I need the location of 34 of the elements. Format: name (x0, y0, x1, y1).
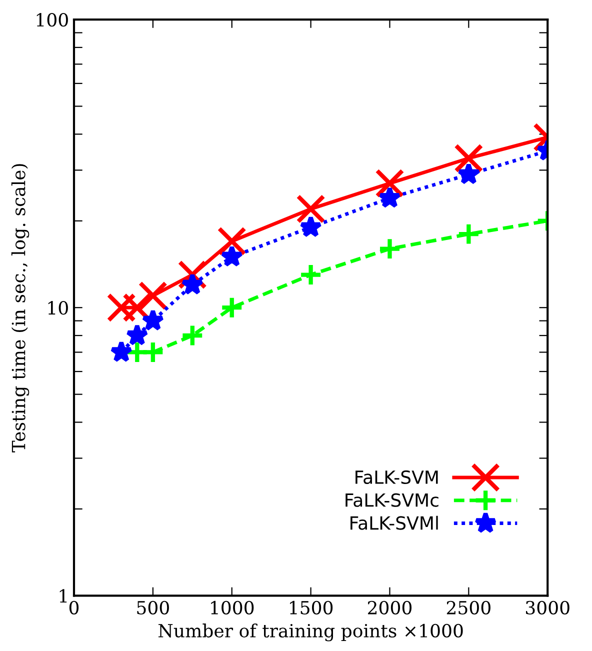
x-tick-label: 2000 (368, 600, 412, 614)
legend-label: FaLK-SVM (356, 470, 438, 484)
legend-label: FaLK-SVMc (346, 493, 438, 507)
point (106, 293, 136, 322)
point (456, 222, 480, 246)
point (378, 186, 402, 208)
legend-label: FaLK-SVMl (350, 516, 438, 530)
point (180, 324, 204, 348)
point (138, 281, 168, 310)
point (296, 194, 326, 224)
point (454, 144, 484, 173)
x-axis-title: Number of training points ×1000 (158, 624, 463, 642)
y-tick-label: 10 (48, 301, 68, 315)
x-tick-label: 3000 (526, 600, 570, 614)
point (126, 324, 148, 346)
point (217, 226, 246, 256)
point (375, 168, 404, 198)
point (142, 308, 164, 331)
x-tick-label: 1500 (290, 600, 333, 614)
x-tick-label: 500 (137, 600, 169, 614)
y-axis-title: Testing time (in sec., log. scale) (11, 164, 30, 452)
x-tick-label: 1000 (211, 600, 254, 614)
point (220, 296, 244, 320)
y-tick-label: 1 (60, 589, 67, 603)
point (110, 340, 133, 362)
point (457, 162, 480, 184)
x-tick-label: 0 (69, 600, 79, 614)
point (299, 215, 322, 238)
point (178, 260, 207, 290)
point (122, 293, 152, 322)
point (181, 272, 204, 295)
x-tick-label: 2500 (446, 600, 490, 614)
y-tick-label: 100 (36, 12, 68, 27)
point (220, 245, 244, 267)
